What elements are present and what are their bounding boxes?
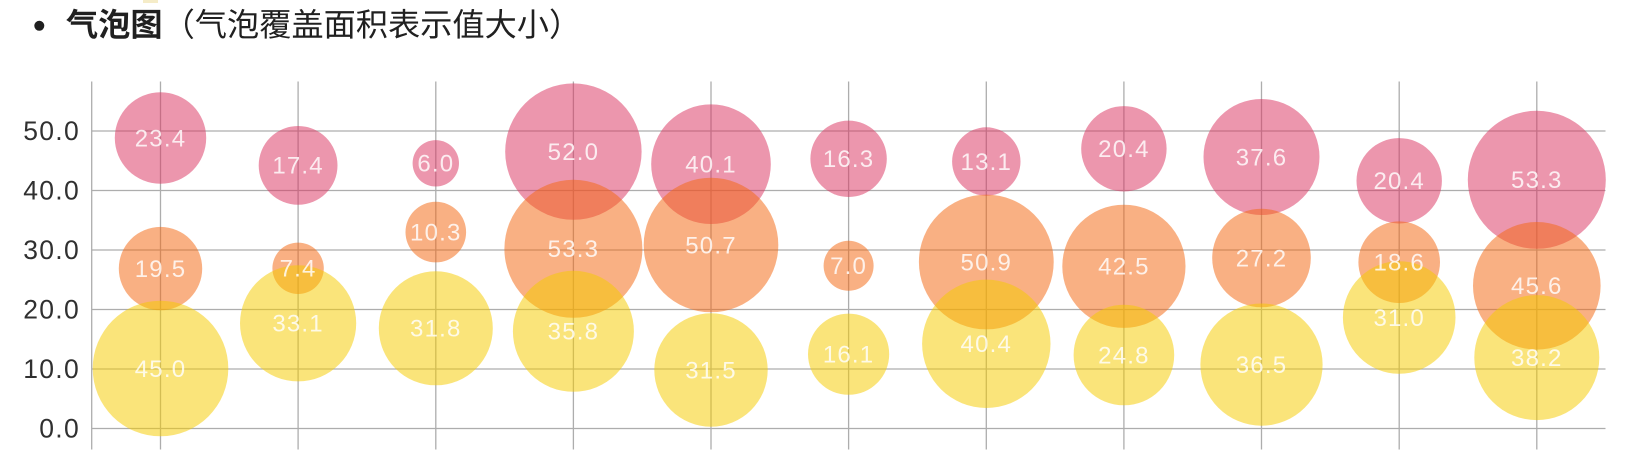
svg-text:20.4: 20.4 bbox=[1098, 136, 1150, 163]
svg-text:31.8: 31.8 bbox=[410, 316, 462, 343]
svg-text:53.3: 53.3 bbox=[548, 236, 600, 263]
svg-text:16.3: 16.3 bbox=[823, 146, 875, 173]
svg-text:10.3: 10.3 bbox=[410, 219, 462, 246]
svg-text:45.0: 45.0 bbox=[135, 356, 187, 383]
svg-text:35.8: 35.8 bbox=[548, 319, 600, 346]
svg-text:20.4: 20.4 bbox=[1373, 168, 1425, 195]
svg-text:31.5: 31.5 bbox=[685, 357, 737, 384]
svg-text:33.1: 33.1 bbox=[272, 311, 324, 338]
svg-text:40.1: 40.1 bbox=[685, 152, 737, 179]
svg-text:30.0: 30.0 bbox=[23, 235, 80, 265]
svg-text:6.0: 6.0 bbox=[417, 151, 454, 178]
svg-text:50.7: 50.7 bbox=[685, 232, 737, 259]
svg-text:27.2: 27.2 bbox=[1236, 245, 1288, 272]
svg-text:40.4: 40.4 bbox=[961, 331, 1013, 358]
svg-text:18.6: 18.6 bbox=[1373, 250, 1425, 277]
svg-text:52.0: 52.0 bbox=[548, 139, 600, 166]
svg-text:53.3: 53.3 bbox=[1511, 167, 1563, 194]
svg-text:40.0: 40.0 bbox=[23, 176, 80, 206]
svg-text:7.4: 7.4 bbox=[280, 256, 317, 283]
svg-text:31.0: 31.0 bbox=[1373, 305, 1425, 332]
svg-text:50.9: 50.9 bbox=[961, 249, 1013, 276]
svg-text:17.4: 17.4 bbox=[272, 153, 324, 180]
svg-text:23.4: 23.4 bbox=[135, 125, 187, 152]
svg-text:37.6: 37.6 bbox=[1236, 144, 1288, 171]
svg-text:7.0: 7.0 bbox=[830, 253, 867, 280]
svg-text:10.0: 10.0 bbox=[23, 354, 80, 384]
svg-text:45.6: 45.6 bbox=[1511, 273, 1563, 300]
svg-text:42.5: 42.5 bbox=[1098, 254, 1150, 281]
svg-text:20.0: 20.0 bbox=[23, 295, 80, 325]
svg-text:19.5: 19.5 bbox=[135, 256, 187, 283]
svg-text:13.1: 13.1 bbox=[961, 149, 1013, 176]
svg-text:16.1: 16.1 bbox=[823, 342, 875, 369]
svg-text:50.0: 50.0 bbox=[23, 116, 80, 146]
svg-text:36.5: 36.5 bbox=[1236, 352, 1288, 379]
svg-text:38.2: 38.2 bbox=[1511, 345, 1563, 372]
svg-text:0.0: 0.0 bbox=[39, 414, 80, 444]
svg-text:24.8: 24.8 bbox=[1098, 342, 1150, 369]
